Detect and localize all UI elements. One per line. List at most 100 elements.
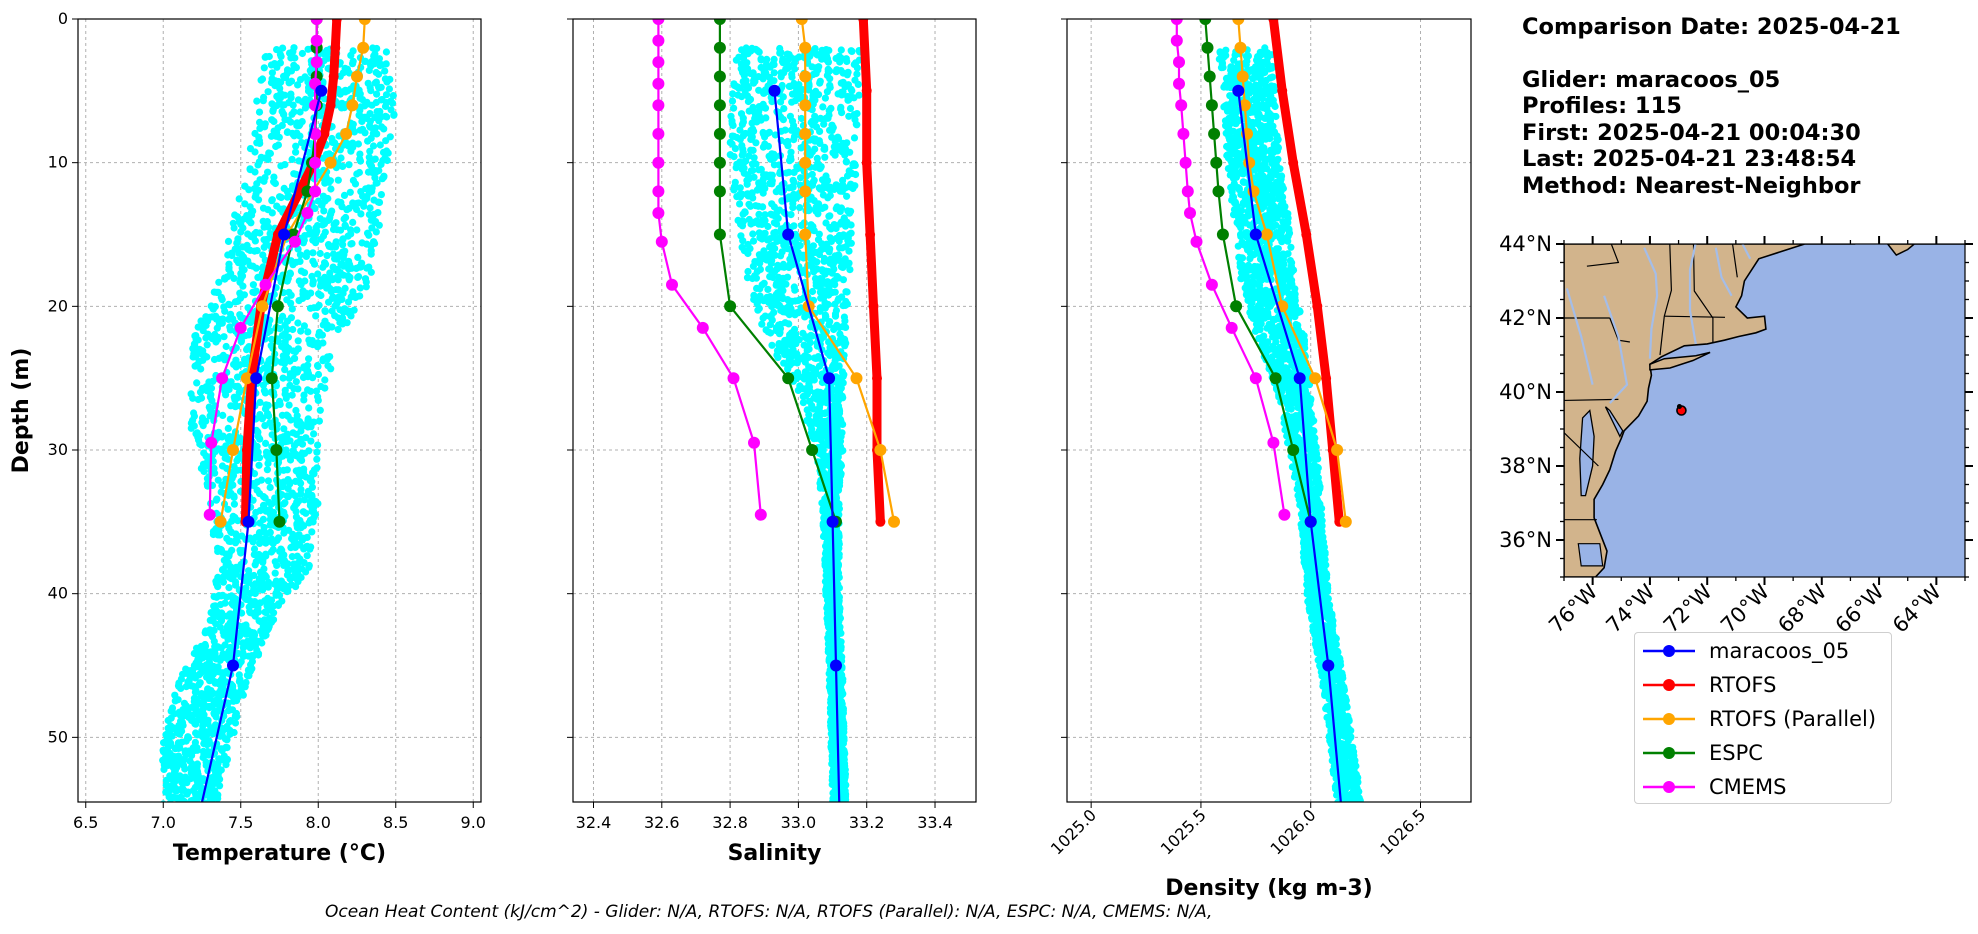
- glider-point: [283, 411, 291, 419]
- glider-point: [251, 230, 259, 238]
- glider-point: [217, 293, 225, 301]
- glider-point: [196, 679, 204, 687]
- glider-point: [770, 69, 778, 77]
- glider-point: [728, 97, 737, 105]
- glider-point: [279, 579, 287, 588]
- glider-point: [246, 667, 254, 675]
- glider-point: [287, 94, 295, 102]
- glider-point: [740, 68, 748, 76]
- glider-point: [276, 325, 284, 333]
- glider-scatter: [159, 44, 398, 802]
- x-tick-label: 6.5: [73, 813, 98, 832]
- glider-point: [305, 355, 313, 363]
- glider-point: [231, 689, 239, 697]
- glider-point: [231, 396, 239, 404]
- glider-point: [218, 319, 226, 327]
- glider-point: [234, 235, 242, 243]
- series-point: [310, 56, 323, 69]
- glider-point: [255, 186, 263, 194]
- glider-point: [286, 49, 294, 57]
- glider-point: [759, 203, 767, 211]
- glider-point: [234, 382, 242, 390]
- glider-point: [808, 170, 816, 178]
- glider-point: [304, 417, 312, 425]
- series-maracoos-05: [200, 84, 328, 802]
- glider-point: [307, 289, 315, 297]
- series-point: [227, 659, 239, 672]
- glider-point: [192, 729, 200, 737]
- glider-point: [209, 377, 217, 385]
- glider-point: [289, 325, 297, 334]
- glider-point: [313, 361, 322, 370]
- glider-point: [296, 108, 304, 116]
- glider-point: [252, 508, 260, 517]
- series-point: [250, 372, 263, 385]
- glider-point: [254, 552, 262, 560]
- series-point: [259, 278, 272, 291]
- glider-point: [202, 732, 210, 740]
- glider-point: [850, 134, 859, 142]
- glider-point: [231, 403, 239, 411]
- glider-point: [231, 537, 239, 545]
- series-point: [309, 156, 322, 169]
- glider-point: [260, 64, 268, 72]
- glider-point: [386, 133, 394, 141]
- glider-point: [299, 239, 307, 247]
- glider-point: [384, 149, 392, 157]
- glider-point: [761, 211, 769, 219]
- x-axis-label: Temperature (°C): [173, 841, 386, 866]
- glider-point: [841, 317, 849, 325]
- series-point: [357, 41, 370, 54]
- glider-point: [283, 325, 291, 334]
- glider-point: [217, 488, 225, 496]
- glider-point: [835, 804, 842, 811]
- glider-point: [276, 205, 284, 213]
- glider-point: [381, 67, 389, 75]
- glider-point: [183, 734, 192, 742]
- glider-point: [821, 203, 829, 211]
- glider-point: [839, 231, 848, 239]
- glider-point: [279, 44, 287, 52]
- glider-point: [224, 699, 232, 708]
- glider-point: [321, 228, 329, 236]
- glider-point: [308, 478, 316, 486]
- glider-point: [373, 90, 381, 98]
- glider-point: [255, 617, 263, 625]
- glider-point: [845, 239, 853, 248]
- glider-point: [845, 230, 853, 239]
- glider-point: [190, 409, 198, 417]
- glider-point: [753, 47, 762, 55]
- glider-point: [307, 437, 315, 445]
- y-tick-label: 50: [48, 727, 68, 746]
- glider-point: [371, 155, 379, 163]
- glider-point: [269, 539, 277, 548]
- series-point: [278, 228, 291, 241]
- glider-point: [814, 236, 823, 244]
- glider-point: [835, 801, 838, 802]
- glider-point: [226, 326, 234, 334]
- glider-point: [327, 185, 335, 193]
- glider-point: [796, 204, 804, 212]
- glider-point: [838, 804, 845, 811]
- glider-point: [264, 168, 272, 176]
- glider-point: [824, 300, 832, 309]
- glider-point: [271, 82, 279, 90]
- glider-point: [809, 121, 817, 129]
- glider-point: [820, 120, 828, 128]
- glider-point: [760, 171, 768, 179]
- glider-point: [228, 706, 237, 714]
- glider-point: [227, 528, 235, 537]
- glider-point: [292, 467, 300, 475]
- glider-point: [768, 341, 776, 349]
- glider-point: [200, 321, 208, 329]
- glider-point: [262, 404, 270, 412]
- glider-point: [287, 77, 296, 85]
- glider-point: [266, 510, 274, 518]
- glider-point: [333, 300, 341, 308]
- glider-point: [851, 76, 859, 84]
- glider-point: [294, 81, 302, 89]
- series-point: [242, 515, 255, 528]
- glider-point: [367, 247, 375, 255]
- glider-point: [260, 565, 268, 573]
